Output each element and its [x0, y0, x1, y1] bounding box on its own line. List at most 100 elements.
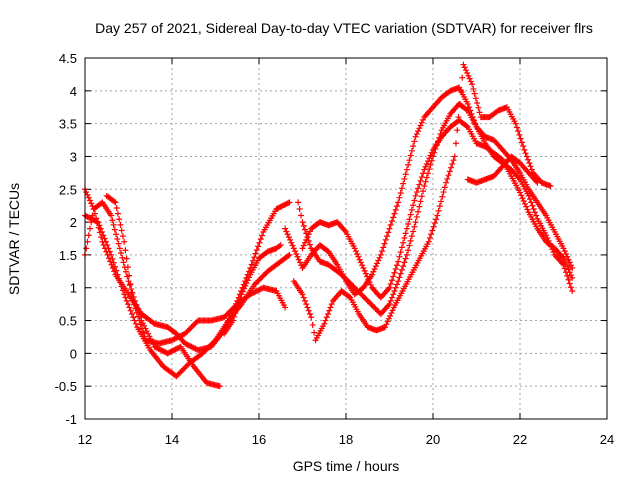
data-point: [435, 207, 442, 214]
data-point: [475, 104, 482, 111]
data-point: [226, 309, 233, 316]
data-point: [125, 301, 132, 308]
data-point: [132, 305, 139, 312]
data-point: [222, 312, 229, 319]
data-point: [85, 214, 92, 221]
data-point: [309, 321, 316, 328]
data-point: [324, 310, 331, 317]
data-point: [167, 349, 174, 356]
data-point: [388, 294, 395, 301]
data-point: [452, 140, 459, 147]
data-point: [135, 313, 142, 320]
data-point: [561, 265, 568, 272]
data-point: [370, 268, 377, 275]
data-point: [123, 268, 130, 275]
data-point: [392, 265, 399, 272]
data-point: [418, 193, 425, 200]
data-point: [191, 321, 198, 328]
y-tick-label: 1.5: [59, 248, 77, 263]
data-point: [282, 225, 289, 232]
data-point: [390, 273, 397, 280]
data-point: [116, 245, 123, 252]
data-point: [401, 259, 408, 266]
data-point: [393, 281, 400, 288]
data-point: [84, 213, 91, 220]
data-point: [237, 295, 244, 302]
data-point: [444, 175, 451, 182]
data-point: [155, 345, 162, 352]
data-point: [406, 216, 413, 223]
data-point: [255, 243, 262, 250]
data-point: [259, 232, 266, 239]
data-point: [113, 205, 120, 212]
data-point: [456, 100, 463, 107]
data-point: [434, 212, 441, 219]
data-point: [300, 222, 307, 229]
data-point: [126, 304, 133, 311]
data-point: [191, 345, 198, 352]
data-point: [174, 334, 181, 341]
data-point: [165, 349, 172, 356]
data-point: [323, 314, 330, 321]
data-point: [255, 287, 262, 294]
data-point: [528, 166, 535, 173]
data-point: [367, 300, 374, 307]
x-tick-label: 12: [78, 432, 92, 447]
data-point: [400, 239, 407, 246]
data-point: [158, 347, 165, 354]
data-point: [299, 219, 306, 226]
data-point: [367, 281, 374, 288]
data-point: [403, 166, 410, 173]
data-point: [229, 317, 236, 324]
data-point: [427, 152, 434, 159]
data-point: [429, 227, 436, 234]
data-point: [259, 273, 266, 280]
data-point: [122, 247, 129, 254]
data-point: [465, 72, 472, 79]
data-point: [383, 321, 390, 328]
data-point: [416, 181, 423, 188]
data-point: [412, 192, 419, 199]
data-point: [216, 383, 223, 390]
data-point: [396, 274, 403, 281]
data-point: [460, 61, 467, 68]
data-point: [171, 335, 178, 342]
data-point: [468, 110, 475, 117]
data-point: [176, 344, 183, 351]
data-point: [375, 257, 382, 264]
data-point: [415, 185, 422, 192]
data-point: [304, 234, 311, 241]
data-point: [253, 288, 260, 295]
data-point: [527, 163, 534, 170]
series-track-5: [295, 100, 576, 317]
data-point: [289, 242, 296, 249]
data-point: [276, 204, 283, 211]
data-point: [221, 314, 228, 321]
data-point: [436, 203, 443, 210]
data-point: [471, 90, 478, 97]
data-point: [374, 260, 381, 267]
data-point: [120, 259, 127, 266]
data-point: [388, 218, 395, 225]
data-point: [178, 332, 185, 339]
data-point: [303, 301, 310, 308]
data-point: [415, 208, 422, 215]
data-point: [474, 100, 481, 107]
data-point: [283, 228, 290, 235]
data-point: [298, 212, 305, 219]
data-point: [418, 119, 425, 126]
data-point: [172, 346, 179, 353]
data-point: [306, 241, 313, 248]
data-point: [83, 189, 90, 196]
data-point: [418, 174, 425, 181]
data-point: [427, 161, 434, 168]
data-point: [397, 190, 404, 197]
data-point: [560, 245, 567, 252]
data-point: [285, 252, 292, 259]
data-point: [181, 365, 188, 372]
data-point: [382, 324, 389, 331]
x-tick-label: 18: [339, 432, 353, 447]
data-point: [185, 342, 192, 349]
data-point: [411, 197, 418, 204]
data-point: [170, 336, 177, 343]
